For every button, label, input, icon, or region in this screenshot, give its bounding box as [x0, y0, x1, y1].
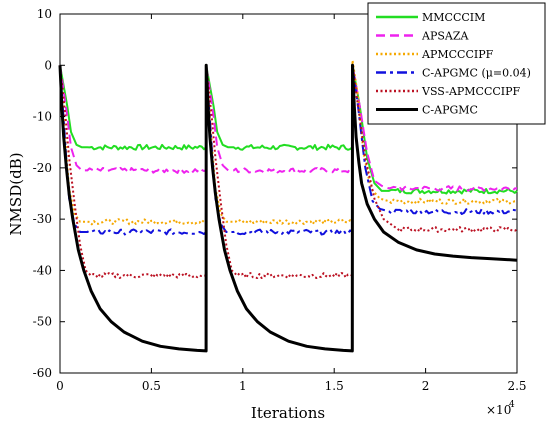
- y-tick-label: -60: [33, 366, 52, 380]
- y-tick-label: -10: [33, 110, 52, 124]
- y-tick-label: 10: [37, 7, 52, 21]
- y-tick-label: -30: [33, 212, 52, 226]
- legend-label: APMCCCIPF: [421, 48, 494, 61]
- x-tick-label: 2: [422, 379, 430, 393]
- x-multiplier-exponent: 4: [509, 400, 515, 410]
- legend-box: [367, 2, 546, 125]
- x-axis-label: Iterations: [251, 404, 325, 422]
- legend-label: APSAZA: [421, 30, 469, 43]
- legend-label: VSS-APMCCCIPF: [421, 85, 521, 98]
- x-multiplier-base: ×10: [486, 403, 511, 417]
- legend-label: MMCCCIM: [422, 11, 485, 24]
- series-line-1: [59, 64, 518, 195]
- y-axis-label: NMSD(dB): [7, 152, 25, 235]
- legend-label: C-APGMC (μ=0.04): [422, 67, 531, 80]
- series-line-3: [59, 59, 517, 226]
- series-line-2: [59, 64, 517, 192]
- axes-layer: 10 0 -10 -20 -30 -40 -50 -60 0 0.5 1 1.5 2 2.5: [33, 7, 527, 393]
- legend: MMCCCIM APSAZA APMCCCIPF C-APGMC (μ=0.04) VS…: [367, 2, 546, 125]
- series-line-6: [58, 63, 518, 353]
- x-tick-label: 1: [239, 379, 247, 393]
- plot-frame: [59, 13, 518, 374]
- x-tick-label: 2.5: [507, 379, 526, 393]
- x-tick-label: 1.5: [325, 379, 344, 393]
- y-tick-label: 0: [44, 58, 52, 72]
- y-tick-label: -50: [33, 315, 52, 329]
- y-tick-label: -40: [33, 263, 52, 277]
- x-tick-label: 0: [56, 379, 64, 393]
- x-tick-label: 0.5: [142, 379, 161, 393]
- x-multiplier: ×10 4: [486, 400, 515, 417]
- series-line-4: [59, 64, 518, 236]
- series-line-5: [59, 64, 518, 279]
- y-tick-label: -20: [33, 161, 52, 175]
- plot-area: [59, 13, 518, 374]
- legend-label: C-APGMC: [422, 104, 478, 117]
- series-layer: [58, 59, 518, 353]
